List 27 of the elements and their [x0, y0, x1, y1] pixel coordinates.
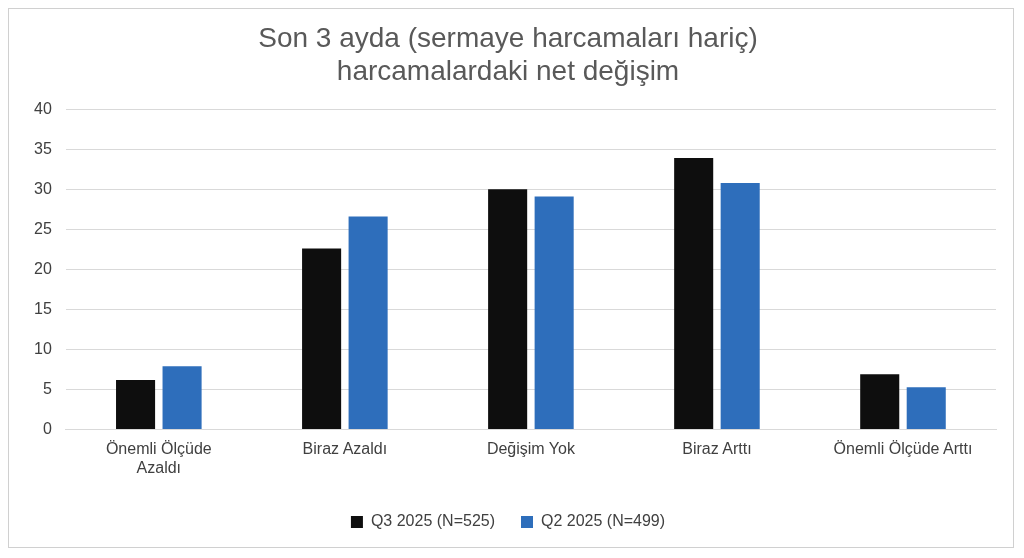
y-tick-label: 10	[34, 339, 52, 357]
bar	[720, 182, 760, 430]
bar	[116, 379, 156, 430]
y-tick-label: 30	[34, 179, 52, 197]
y-tick-label: 15	[34, 299, 52, 317]
y-tick-label: 20	[34, 259, 52, 277]
legend-label: Q2 2025 (N=499)	[541, 512, 666, 530]
bar	[534, 196, 574, 430]
x-tick-label: Biraz Azaldı	[302, 439, 388, 457]
y-tick-label: 35	[34, 139, 52, 157]
chart-title: Son 3 ayda (sermaye harcamaları hariç) harcamalardaki net değişim	[258, 21, 758, 87]
x-tick-label: Önemli Ölçüde Azaldı	[105, 439, 212, 476]
y-tick-label: 5	[42, 379, 52, 397]
y-tick-label: 25	[34, 219, 52, 237]
x-tick-label: Değişim Yok	[486, 439, 576, 457]
x-tick-label: Önemli Ölçüde Arttı	[833, 439, 973, 457]
y-tick-label: 40	[34, 99, 52, 117]
bar	[906, 387, 946, 430]
bar	[488, 189, 528, 430]
y-tick-label: 0	[42, 420, 52, 438]
bar	[860, 374, 900, 430]
x-tick-label: Biraz Arttı	[682, 439, 752, 457]
legend-label: Q3 2025 (N=525)	[370, 512, 495, 530]
bar	[162, 366, 202, 430]
bar	[348, 216, 388, 430]
bar	[674, 158, 714, 430]
bar	[302, 248, 342, 430]
